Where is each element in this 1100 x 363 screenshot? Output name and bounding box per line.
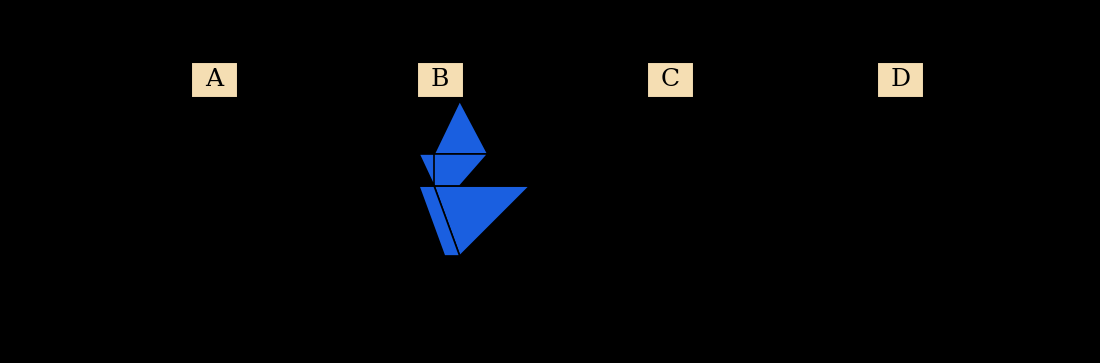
FancyBboxPatch shape xyxy=(417,62,463,98)
Polygon shape xyxy=(434,186,530,256)
FancyBboxPatch shape xyxy=(190,62,238,98)
Text: A: A xyxy=(206,68,223,91)
Polygon shape xyxy=(419,186,460,256)
Polygon shape xyxy=(434,101,488,154)
Text: D: D xyxy=(890,68,911,91)
Text: B: B xyxy=(431,68,449,91)
Text: C: C xyxy=(661,68,680,91)
FancyBboxPatch shape xyxy=(647,62,694,98)
Polygon shape xyxy=(419,154,488,186)
FancyBboxPatch shape xyxy=(877,62,924,98)
Polygon shape xyxy=(419,154,435,186)
